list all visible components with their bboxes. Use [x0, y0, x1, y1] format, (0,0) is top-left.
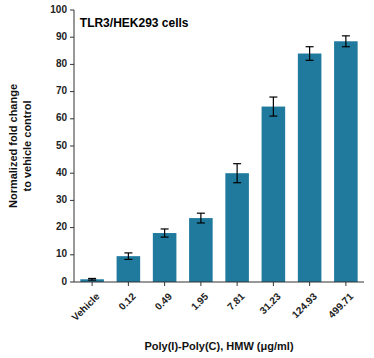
bar	[153, 233, 177, 282]
y-tick-label: 30	[56, 194, 68, 205]
bar	[225, 173, 249, 282]
x-axis-line	[74, 282, 364, 283]
x-tick	[92, 282, 93, 286]
error-cap	[342, 46, 350, 47]
x-tick-label: 0.49	[153, 290, 175, 312]
y-axis-label-line: Normalized fold change	[7, 84, 19, 208]
y-axis-label-line: to vehicle control	[21, 100, 33, 191]
bar	[262, 107, 286, 282]
bar	[189, 218, 213, 282]
x-tick	[237, 282, 238, 286]
y-tick-label: 70	[56, 85, 68, 96]
error-cap	[306, 60, 314, 61]
error-line	[164, 229, 165, 237]
y-axis-label: Normalized fold changeto vehicle control	[7, 84, 33, 208]
error-cap	[269, 115, 277, 116]
y-tick-label: 10	[56, 248, 68, 259]
error-cap	[269, 96, 277, 97]
error-cap	[233, 182, 241, 183]
y-tick	[70, 254, 74, 255]
error-bar	[233, 164, 241, 183]
error-cap	[233, 163, 241, 164]
error-line	[200, 213, 201, 223]
error-bar	[269, 97, 277, 116]
y-tick	[70, 91, 74, 92]
chart-svg: 0 10 20 30 40 50 60 70 80 90 100 Vehicle 0.12 0.49 1.9…	[0, 0, 374, 358]
bar	[334, 41, 358, 282]
x-tick-label: 0.12	[116, 290, 138, 312]
x-tick-label: 124.93	[290, 290, 320, 320]
error-bar	[124, 253, 132, 260]
error-cap	[197, 213, 205, 214]
y-tick	[70, 227, 74, 228]
y-tick	[70, 200, 74, 201]
x-tick-label: 499.71	[326, 290, 356, 320]
y-tick-label: 60	[56, 112, 68, 123]
x-tick	[164, 282, 165, 286]
error-cap	[306, 46, 314, 47]
error-bar	[342, 36, 350, 47]
x-tick	[345, 282, 346, 286]
y-tick	[70, 118, 74, 119]
error-line	[273, 97, 274, 116]
x-tick	[200, 282, 201, 286]
error-bar	[88, 278, 96, 280]
error-cap	[197, 222, 205, 223]
y-tick	[70, 64, 74, 65]
error-line	[309, 47, 310, 61]
y-tick	[70, 146, 74, 147]
error-bar	[306, 47, 314, 61]
y-tick-label: 50	[56, 140, 68, 151]
error-line	[128, 253, 129, 260]
error-bar	[197, 213, 205, 223]
error-cap	[124, 259, 132, 260]
x-tick	[309, 282, 310, 286]
x-tick-label: 7.81	[225, 290, 247, 312]
y-tick	[70, 282, 74, 283]
y-tick-label: 80	[56, 58, 68, 69]
x-axis-label: Poly(I)-Poly(C), HMW (μg/ml)	[144, 340, 293, 352]
error-cap	[88, 278, 96, 279]
error-cap	[161, 228, 169, 229]
y-tick-label: 90	[56, 31, 68, 42]
error-line	[237, 164, 238, 183]
bar	[117, 256, 141, 282]
y-tick-label: 20	[56, 221, 68, 232]
plot-area	[80, 36, 357, 282]
y-tick-label: 100	[50, 4, 67, 15]
bar	[298, 54, 322, 282]
x-tick-label: Vehicle	[69, 290, 101, 322]
y-tick	[70, 173, 74, 174]
error-cap	[342, 35, 350, 36]
error-cap	[124, 252, 132, 253]
error-bar	[161, 229, 169, 237]
error-cap	[161, 237, 169, 238]
y-tick-label: 0	[61, 276, 67, 287]
y-tick	[70, 37, 74, 38]
x-tick-label: 1.95	[189, 290, 211, 312]
x-tick-label: 31.23	[257, 290, 283, 316]
y-tick-label: 40	[56, 167, 68, 178]
error-line	[345, 36, 346, 47]
chart-container: 0 10 20 30 40 50 60 70 80 90 100 Vehicle 0.12 0.49 1.9…	[0, 0, 374, 358]
error-cap	[88, 279, 96, 280]
title: TLR3/HEK293 cells	[80, 16, 189, 30]
y-tick	[70, 10, 74, 11]
x-tick	[128, 282, 129, 286]
x-tick	[273, 282, 274, 286]
